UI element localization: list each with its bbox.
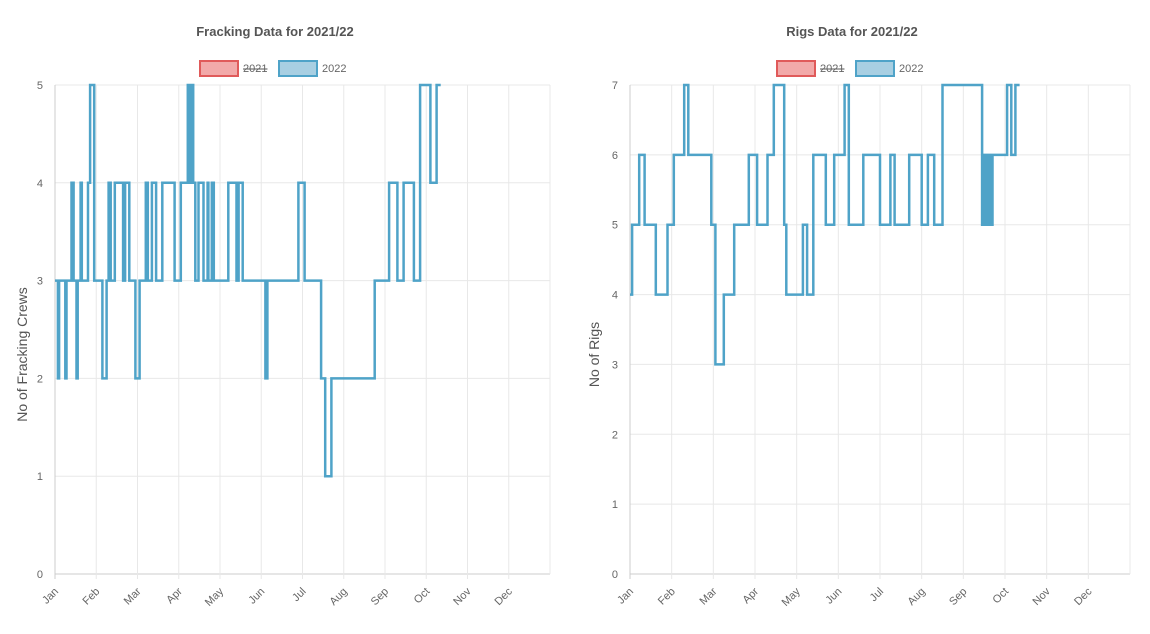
y-tick-label: 4: [612, 290, 618, 302]
x-tick-label: Sep: [369, 586, 391, 608]
series-line-2022: [630, 83, 1020, 366]
x-tick-label: Jul: [290, 586, 308, 604]
legend-label: 2022: [322, 63, 346, 75]
y-tick-label: 1: [612, 499, 618, 511]
x-tick-label: Mar: [698, 585, 720, 607]
legend-item-2021[interactable]: 2021: [776, 60, 844, 77]
x-tick-label: Jun: [823, 586, 844, 607]
x-tick-label: Oct: [412, 586, 433, 607]
legend-label: 2021: [243, 63, 267, 75]
y-tick-label: 6: [612, 150, 618, 162]
legend-swatch: [776, 60, 816, 77]
y-axis-label: No of Fracking Crews: [14, 287, 30, 422]
legend-item-2022[interactable]: 2022: [278, 60, 346, 77]
rigs-chart: Rigs Data for 2021/22 2021 2022 0 1 2 3 4 5 6 7 Jan…: [586, 24, 1131, 609]
x-tick-label: Nov: [451, 585, 474, 608]
x-tick-label: Jan: [40, 586, 61, 607]
x-tick-label: May: [203, 585, 227, 609]
legend: 2021 2022: [199, 60, 346, 77]
legend-label: 2022: [899, 63, 923, 75]
x-tick-label: Dec: [493, 585, 516, 608]
x-tick-label: Aug: [328, 586, 350, 608]
y-tick-label: 3: [37, 276, 43, 288]
fracking-chart: Fracking Data for 2021/22 2021 2022 0 1 2 3 4 5 J…: [14, 24, 551, 609]
x-tick-label: May: [780, 585, 804, 609]
x-tick-label: Jul: [868, 586, 886, 604]
y-axis-label: No of Rigs: [586, 322, 602, 387]
y-tick-label: 2: [37, 373, 43, 385]
legend-swatch: [199, 60, 239, 77]
chart-title: Rigs Data for 2021/22: [786, 24, 918, 39]
x-tick-label: Apr: [164, 585, 185, 606]
y-tick-label: 0: [612, 569, 618, 581]
y-tick-label: 3: [612, 359, 618, 371]
x-tick-label: Jun: [246, 586, 267, 607]
x-tick-label: Jan: [615, 586, 636, 607]
chart-title: Fracking Data for 2021/22: [196, 24, 354, 39]
series-line-2022: [55, 83, 441, 478]
x-tick-label: Sep: [947, 586, 969, 608]
y-tick-label: 5: [37, 80, 43, 92]
x-tick-label: Oct: [991, 586, 1012, 607]
legend: 2021 2022: [776, 60, 923, 77]
x-tick-label: Nov: [1030, 585, 1053, 608]
x-tick-label: Feb: [80, 586, 102, 608]
legend-item-2022[interactable]: 2022: [855, 60, 923, 77]
x-tick-label: Mar: [122, 585, 144, 607]
y-tick-label: 7: [612, 80, 618, 92]
x-tick-label: Feb: [656, 586, 678, 608]
y-tick-label: 1: [37, 471, 43, 483]
y-tick-label: 5: [612, 220, 618, 232]
x-tick-label: Dec: [1072, 585, 1095, 608]
legend-swatch: [278, 60, 318, 77]
y-tick-label: 4: [37, 178, 43, 190]
legend-item-2021[interactable]: 2021: [199, 60, 267, 77]
x-tick-label: Apr: [741, 585, 762, 606]
legend-label: 2021: [820, 63, 844, 75]
y-tick-label: 0: [37, 569, 43, 581]
x-tick-label: Aug: [905, 586, 927, 608]
legend-swatch: [855, 60, 895, 77]
y-tick-label: 2: [612, 429, 618, 441]
